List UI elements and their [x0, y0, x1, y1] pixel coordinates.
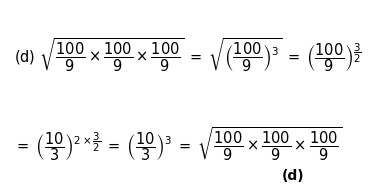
Text: $=\;\left(\dfrac{10}{3}\right)^{2\times\dfrac{3}{2}}\;=\;\left(\dfrac{10}{3}\rig: $=\;\left(\dfrac{10}{3}\right)^{2\times\…	[14, 125, 342, 163]
Text: (d) $\sqrt{\dfrac{100}{9}\times\dfrac{100}{9}\times\dfrac{100}{9}}\;=\;\sqrt{\le: (d) $\sqrt{\dfrac{100}{9}\times\dfrac{10…	[14, 36, 362, 74]
Text: (d): (d)	[282, 169, 304, 183]
